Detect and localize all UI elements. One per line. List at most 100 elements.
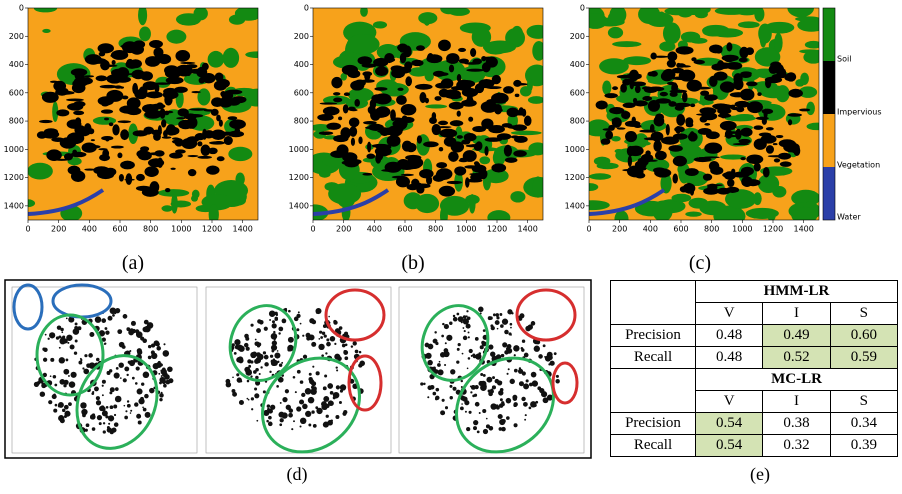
impervious-patch: [370, 109, 381, 121]
impervious-dot: [114, 308, 121, 314]
impervious-dot: [486, 376, 493, 383]
impervious-patch: [97, 170, 115, 180]
impervious-patch: [348, 117, 360, 128]
impervious-patch: [100, 109, 114, 114]
soil-patch: [797, 18, 819, 32]
impervious-patch: [55, 90, 71, 95]
y-tick-label: 400: [570, 60, 585, 69]
highlight-ellipse: [515, 288, 577, 342]
impervious-dot: [136, 413, 142, 419]
impervious-patch: [177, 108, 189, 117]
impervious-patch: [416, 185, 425, 194]
impervious-patch: [642, 95, 653, 101]
impervious-dot: [475, 353, 482, 360]
impervious-patch: [466, 68, 485, 72]
impervious-dot: [327, 383, 334, 389]
impervious-patch: [419, 168, 434, 179]
x-tick-label: 1200: [487, 225, 507, 234]
impervious-patch: [84, 168, 96, 171]
impervious-patch: [634, 160, 647, 170]
impervious-dot: [310, 388, 317, 395]
impervious-dot: [456, 312, 460, 316]
impervious-dot: [119, 377, 122, 379]
impervious-patch: [513, 79, 522, 87]
soil-patch: [737, 21, 760, 29]
impervious-dot: [510, 326, 512, 329]
impervious-dot: [141, 382, 145, 386]
impervious-dot: [129, 412, 132, 414]
impervious-dot: [278, 332, 281, 335]
caption: (b): [401, 252, 425, 274]
impervious-dot: [49, 332, 56, 339]
impervious-dot: [504, 329, 509, 335]
impervious-patch: [734, 100, 750, 108]
colorbar-segment: [823, 61, 835, 114]
col-head: S: [829, 302, 899, 325]
impervious-patch: [507, 125, 526, 130]
impervious-patch: [753, 162, 761, 172]
impervious-dot: [358, 350, 362, 354]
impervious-patch: [705, 131, 720, 140]
soil-patch: [754, 47, 781, 67]
impervious-patch: [726, 42, 733, 52]
impervious-patch: [667, 51, 678, 62]
impervious-patch: [397, 87, 404, 91]
impervious-dot: [114, 387, 119, 391]
impervious-dot: [273, 330, 276, 334]
impervious-patch: [189, 108, 208, 111]
impervious-patch: [63, 153, 74, 161]
impervious-dot: [42, 372, 48, 378]
impervious-patch: [342, 104, 349, 114]
impervious-patch: [390, 109, 396, 122]
impervious-dot: [84, 428, 88, 432]
impervious-dot: [327, 400, 334, 406]
impervious-dot: [308, 423, 312, 427]
impervious-patch: [424, 97, 430, 104]
soil-patch: [756, 82, 766, 95]
impervious-dot: [462, 335, 468, 341]
impervious-dot: [452, 386, 457, 391]
impervious-dot: [467, 336, 470, 339]
impervious-dot: [137, 349, 143, 355]
impervious-dot: [474, 401, 480, 407]
impervious-dot: [334, 342, 337, 345]
impervious-dot: [470, 391, 473, 394]
impervious-dot: [54, 403, 58, 407]
impervious-patch: [672, 155, 687, 167]
impervious-dot: [296, 369, 301, 374]
impervious-patch: [456, 73, 462, 83]
soil-patch: [234, 8, 258, 21]
impervious-patch: [145, 56, 161, 67]
impervious-dot: [335, 366, 338, 369]
impervious-dot: [505, 346, 510, 351]
impervious-patch: [75, 127, 91, 137]
soil-patch: [671, 193, 692, 203]
impervious-patch: [660, 71, 674, 82]
soil-patch: [589, 13, 608, 29]
row-head: Precision: [610, 412, 696, 435]
impervious-dot: [246, 379, 250, 383]
impervious-dot: [159, 393, 164, 398]
soil-patch: [775, 85, 790, 103]
impervious-dot: [285, 404, 291, 410]
impervious-dot: [525, 379, 529, 383]
highlight-ellipse: [455, 356, 555, 454]
y-tick-label: 1400: [289, 201, 309, 210]
map-frame: [588, 7, 820, 221]
impervious-patch: [484, 137, 503, 142]
impervious-patch: [668, 145, 683, 152]
impervious-dot: [134, 382, 138, 385]
impervious-dot: [498, 427, 503, 431]
impervious-patch: [203, 109, 215, 112]
impervious-dot: [264, 326, 267, 329]
impervious-patch: [443, 136, 457, 147]
impervious-dot: [325, 352, 328, 355]
impervious-dot: [144, 393, 149, 399]
impervious-dot: [548, 363, 551, 366]
impervious-dot: [531, 380, 539, 387]
highlight-ellipse: [75, 354, 159, 450]
x-tick-label: 1200: [202, 225, 222, 234]
soil-patch: [690, 37, 708, 44]
